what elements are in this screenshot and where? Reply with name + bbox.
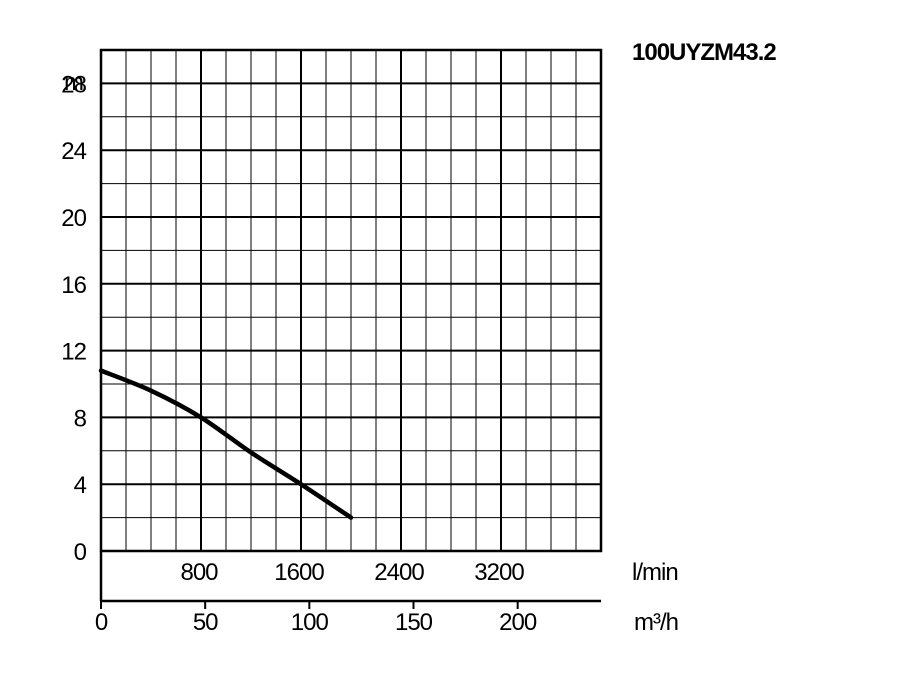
- x-tick-label-lmin: 3200: [474, 559, 524, 586]
- y-tick-label: 8: [74, 405, 87, 432]
- y-tick-label: 24: [61, 138, 86, 165]
- series-line: [98, 368, 354, 520]
- x-tick-label-lmin: 1600: [274, 559, 324, 586]
- x-axis-m3h: 0 50 100 150 200: [95, 551, 601, 636]
- y-axis-unit-label: m: [64, 69, 83, 96]
- chart-title: 100UYZM43.2: [632, 39, 776, 66]
- x-tick-label-m3h: 50: [193, 609, 218, 636]
- x-axis-unit-m3h: m³/h: [634, 609, 678, 636]
- x-tick-label-m3h: 200: [499, 609, 537, 636]
- x-tick-label-m3h: 0: [95, 609, 108, 636]
- grid: [101, 50, 601, 551]
- y-tick-label: 28: [61, 71, 86, 98]
- y-tick-label: 0: [74, 539, 87, 566]
- y-tick-label: 4: [74, 472, 87, 499]
- x-tick-label-m3h: 150: [395, 609, 433, 636]
- plot-frame: [99, 48, 603, 553]
- y-tick-labels: 0 4 8 12 16 20 24 28: [61, 71, 87, 566]
- y-tick-label: 12: [61, 339, 86, 366]
- x-tick-labels-lmin: 800 1600 2400 3200: [180, 559, 525, 586]
- x-tick-label-lmin: 2400: [374, 559, 424, 586]
- x-tick-label-lmin: 800: [180, 559, 218, 586]
- y-tick-label: 16: [61, 272, 86, 299]
- x-tick-label-m3h: 100: [291, 609, 329, 636]
- x-axis-unit-lmin: l/min: [632, 559, 678, 586]
- y-tick-label: 20: [61, 205, 86, 232]
